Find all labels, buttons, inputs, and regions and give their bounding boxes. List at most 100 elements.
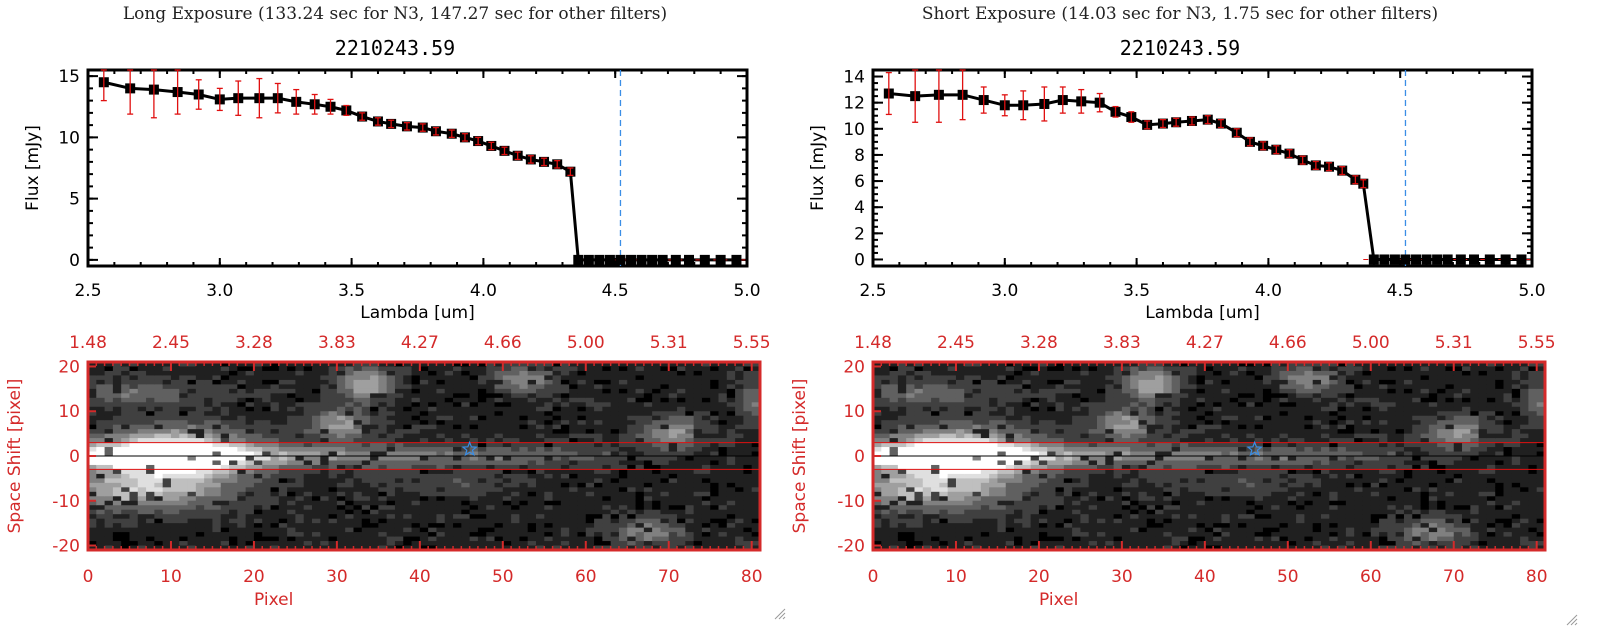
image-pixel [931,442,940,448]
image-pixel [527,514,537,520]
image-pixel [287,366,296,372]
image-pixel [394,505,404,511]
image-pixel [253,379,263,385]
image-pixel [652,478,661,484]
image-pixel [195,424,205,430]
image-pixel [461,379,471,385]
image-pixel [1022,388,1032,394]
image-pixel [881,464,891,470]
image-pixel [881,487,891,493]
image-pixel [262,366,272,372]
image-pixel [303,478,313,484]
image-pixel [627,379,637,385]
image-pixel [287,456,296,461]
image-pixel [262,388,272,394]
image-pixel [428,424,437,430]
image-pixel [989,536,998,542]
image-pixel [585,482,595,488]
data-point-marker [594,254,605,265]
image-pixel [939,456,949,461]
image-pixel [444,411,454,417]
image-pixel [502,518,512,524]
image-pixel [610,464,620,470]
image-pixel [577,397,587,403]
image-pixel [461,406,471,412]
image-pixel [278,469,288,475]
image-pixel [112,500,122,506]
image-pixel [947,487,957,493]
image-pixel [345,438,354,444]
image-pixel [922,438,932,444]
image-pixel [436,362,446,367]
image-pixel [873,473,882,479]
image-pixel [980,545,990,551]
image-pixel [229,482,238,488]
image-pixel [361,379,371,385]
image-pixel [964,460,974,466]
image-pixel [751,366,761,372]
image-pixel [677,375,686,381]
image-pixel [889,433,899,439]
image-pixel [980,447,990,453]
image-pixel [461,464,471,470]
image-pixel [602,505,612,511]
image-pixel [436,384,446,390]
image-pixel [511,536,520,542]
image-pixel [980,442,990,448]
image-pixel [195,451,205,457]
image-pixel [701,379,711,385]
image-pixel [643,532,653,538]
image-pixel [162,473,172,479]
image-pixel [751,379,761,385]
image-pixel [370,388,379,394]
image-pixel [718,429,728,435]
image-pixel [939,487,949,493]
image-pixel [710,433,720,439]
image-pixel [394,491,404,497]
image-pixel [735,482,744,488]
image-pixel [386,442,396,448]
image-pixel [980,496,990,502]
image-pixel [328,456,338,461]
image-pixel [889,366,899,372]
image-pixel [312,541,321,547]
image-pixel [370,545,379,551]
image-pixel [881,536,891,542]
image-pixel [295,523,305,529]
image-pixel [220,397,230,403]
image-pixel [229,456,238,461]
image-pixel [652,406,661,412]
image-pixel [751,545,761,551]
image-pixel [469,464,479,470]
image-pixel [536,460,545,466]
image-pixel [370,433,379,439]
image-pixel [914,456,924,461]
image-pixel [519,464,529,470]
image-pixel [997,518,1007,524]
image-pixel [964,541,974,547]
image-pixel [237,478,247,484]
image-pixel [179,415,189,421]
image-pixel [262,447,272,453]
image-pixel [262,536,272,542]
image-pixel [527,375,537,381]
image-pixel [104,393,114,399]
image-pixel [394,375,404,381]
image-pixel [1022,496,1032,502]
image-pixel [361,424,371,430]
image-pixel [527,447,537,453]
image-pixel [602,442,612,448]
image-pixel [1022,473,1032,479]
image-pixel [1005,496,1015,502]
image-pixel [594,397,603,403]
image-pixel [187,451,197,457]
image-pixel [270,523,280,529]
image-pixel [146,375,155,381]
image-pixel [718,491,728,497]
image-pixel [469,393,479,399]
image-pixel [585,509,595,515]
image-pixel [370,447,379,453]
image-pixel [394,514,404,520]
image-pixel [345,464,354,470]
image-pixel [245,545,255,551]
